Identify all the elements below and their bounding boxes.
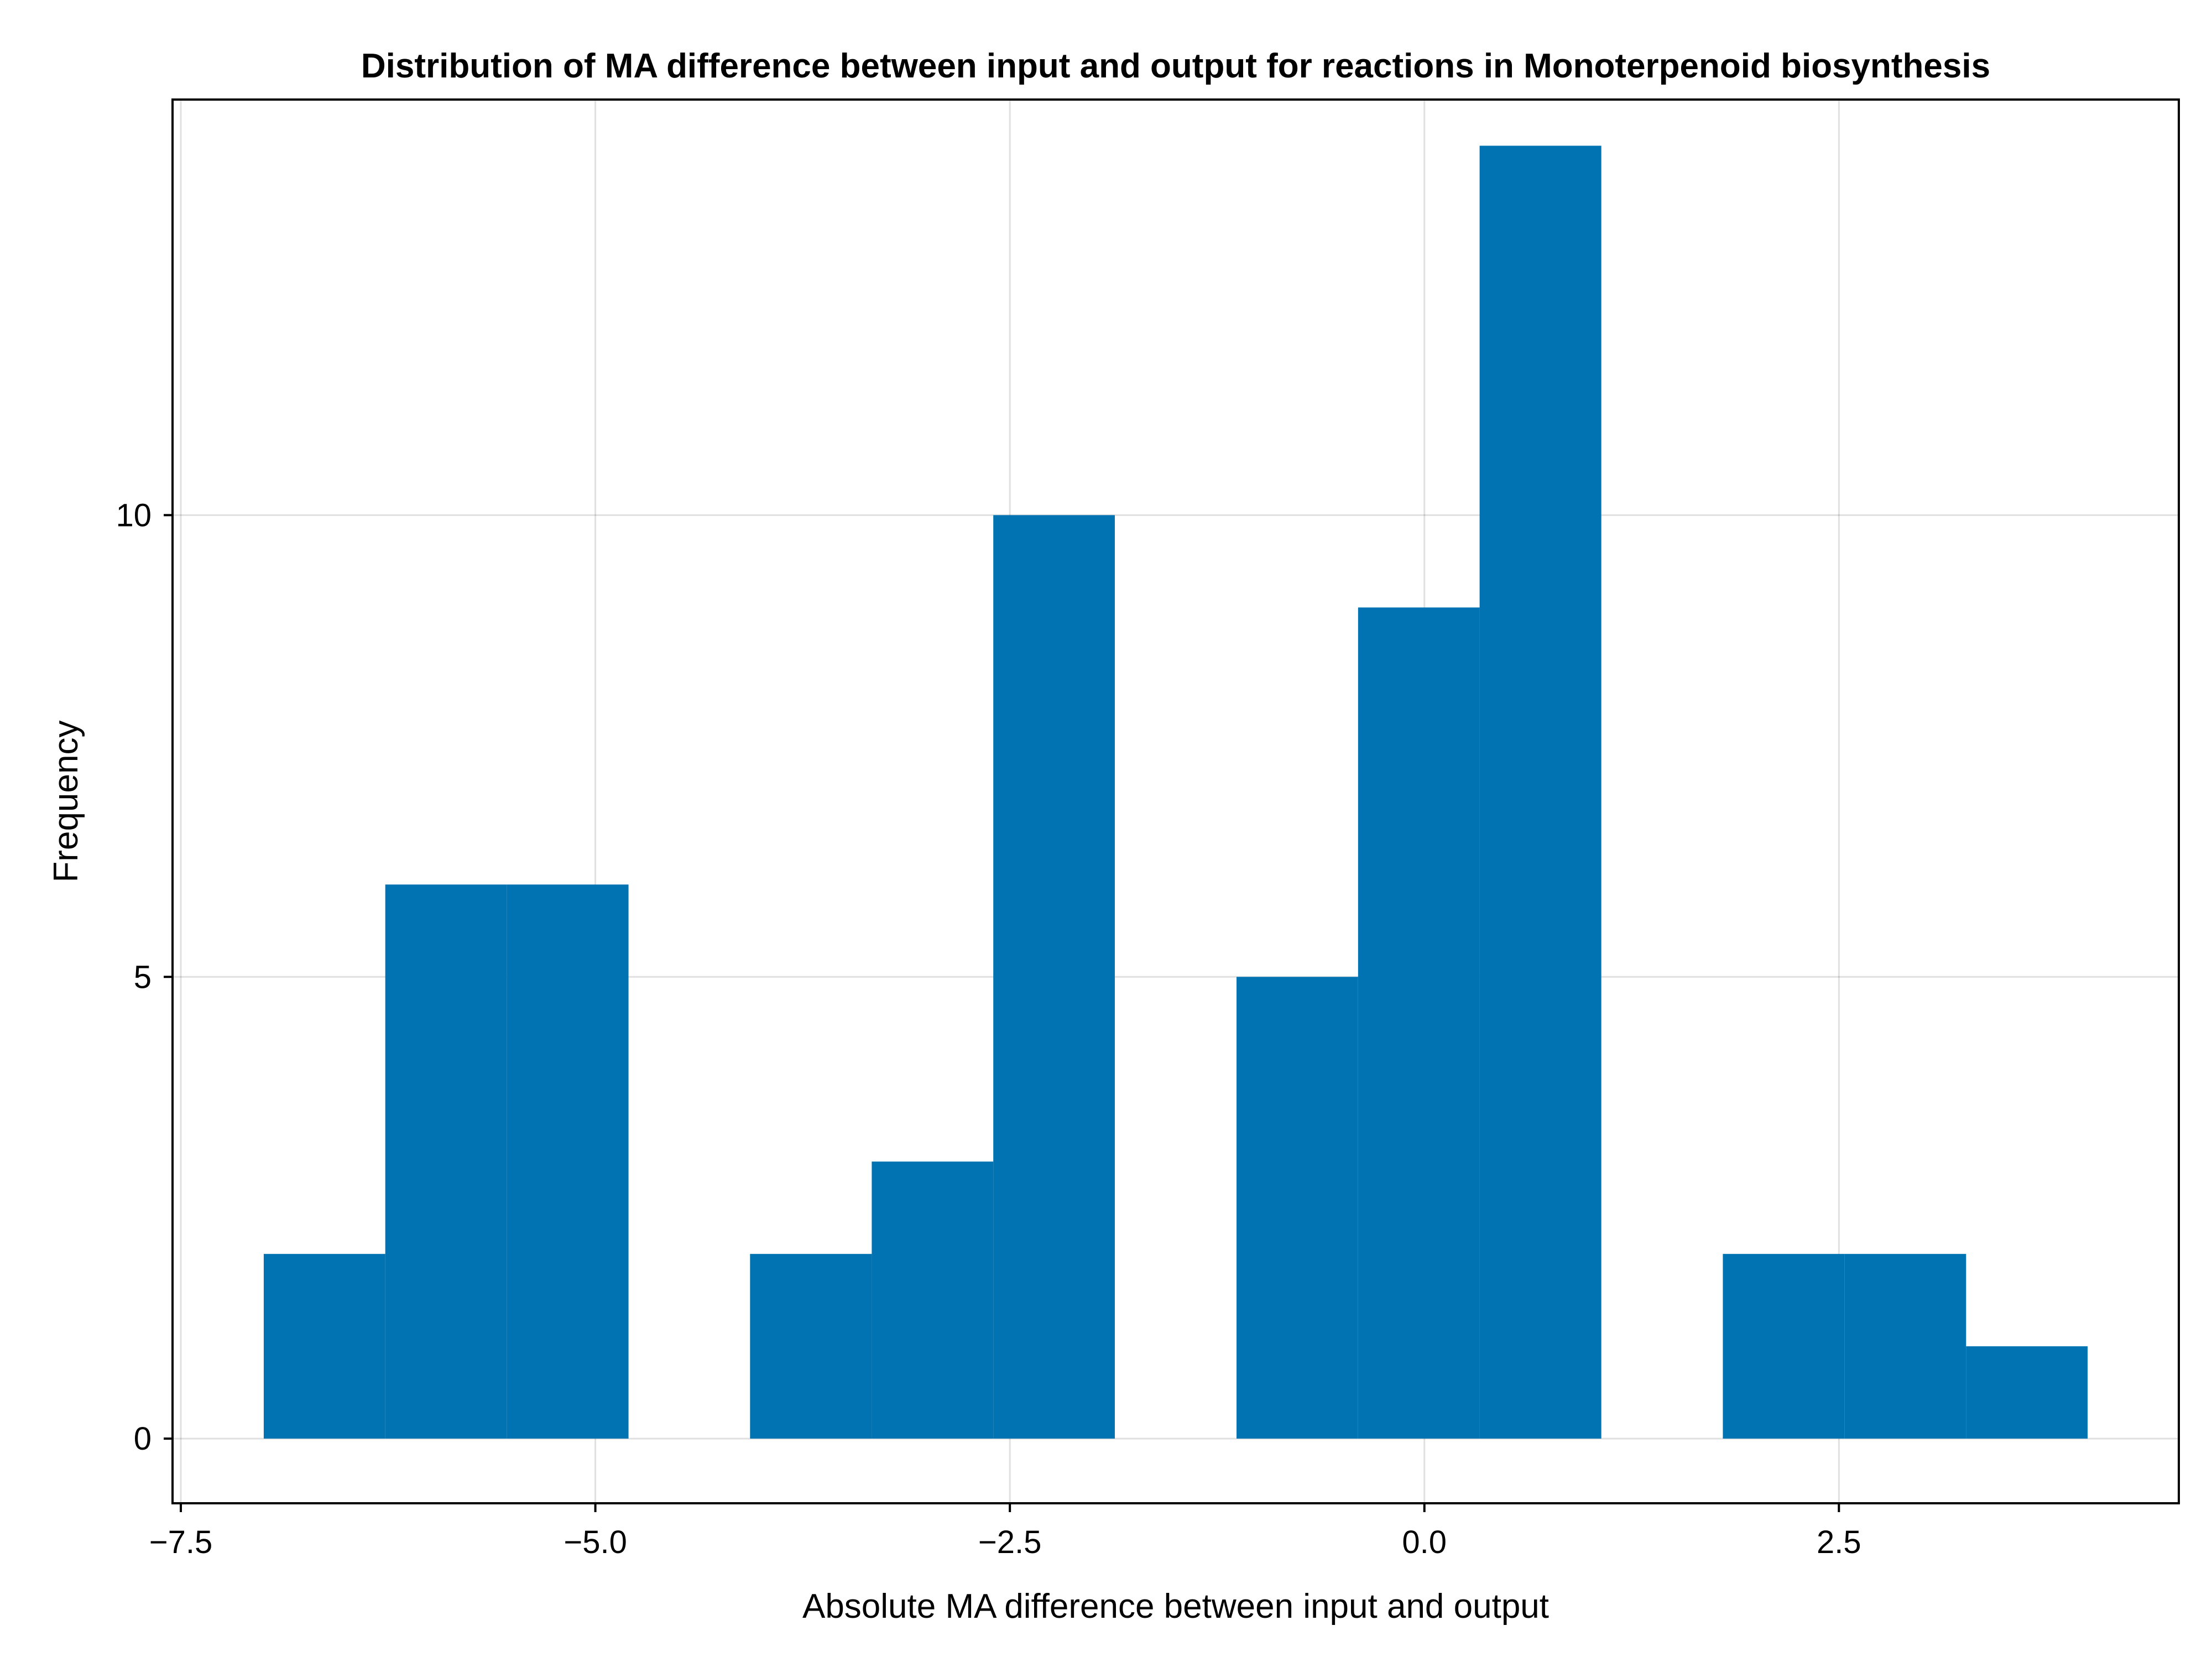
histogram-bars [263,145,2088,1439]
histogram-bar [750,1254,872,1439]
x-tick-label: −2.5 [978,1524,1042,1560]
x-tick-label: 2.5 [1817,1524,1861,1560]
y-axis-ticks: 0 5 10 [116,497,173,1457]
histogram-bar [507,884,629,1439]
histogram-bar [385,884,507,1439]
y-tick-label: 0 [134,1421,152,1457]
histogram-bar [872,1161,994,1439]
y-tick-label: 5 [134,959,152,995]
y-tick-label: 10 [116,497,152,533]
x-tick-label: −7.5 [149,1524,213,1560]
histogram-bar [1723,1254,1845,1439]
plot-frame [171,98,2180,1504]
x-tick-label: 0.0 [1402,1524,1447,1560]
histogram-bar [1237,977,1358,1439]
histogram-bar [993,515,1115,1439]
histogram-bar [1479,145,1601,1439]
histogram-bar [263,1254,385,1439]
x-axis-label: Absolute MA difference between input and… [802,1587,1549,1625]
histogram-bar [1844,1254,1966,1439]
x-tick-label: −5.0 [564,1524,627,1560]
x-axis-ticks: −7.5 −5.0 −2.5 0.0 2.5 [149,1503,1861,1560]
y-axis-label: Frequency [47,721,85,883]
histogram-bar [1966,1346,2088,1439]
histogram-bar [1358,607,1480,1439]
chart-title: Distribution of MA difference between in… [361,47,1990,85]
